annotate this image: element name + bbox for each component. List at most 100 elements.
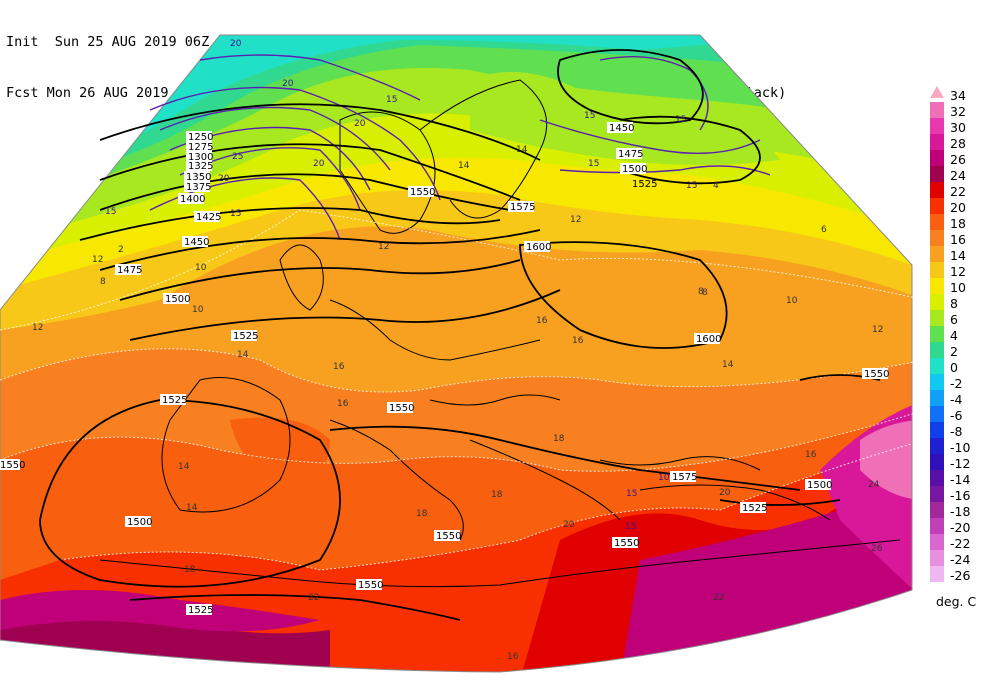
legend-swatch xyxy=(930,326,944,342)
legend-item: 18 xyxy=(928,214,1000,231)
legend-swatch xyxy=(930,534,944,550)
temp-label: 10 xyxy=(195,263,207,273)
height-label: 1500 xyxy=(620,163,647,175)
legend-item: -12 xyxy=(928,454,1000,471)
legend-swatch xyxy=(930,390,944,406)
legend-swatch xyxy=(930,358,944,374)
temp-label: 8 xyxy=(698,287,704,297)
legend-label: 22 xyxy=(950,184,966,199)
speed-label: 15 xyxy=(584,111,595,121)
legend-item: 32 xyxy=(928,102,1000,119)
legend-swatch xyxy=(930,278,944,294)
legend-unit: deg. C xyxy=(936,594,977,609)
legend-label: 6 xyxy=(950,312,958,327)
legend-item: -8 xyxy=(928,422,1000,439)
legend-label: -18 xyxy=(950,504,971,519)
legend-label: 34 xyxy=(950,88,966,103)
height-label: 1500 xyxy=(163,293,190,305)
svg-text:1550: 1550 xyxy=(0,460,25,471)
legend-item: -4 xyxy=(928,390,1000,407)
temp-label: 12 xyxy=(570,215,581,225)
temp-label: 12 xyxy=(378,242,389,252)
temp-label: 26 xyxy=(871,544,883,554)
temp-label: 4 xyxy=(713,181,719,191)
legend-label: 24 xyxy=(950,168,966,183)
height-label: 1550 xyxy=(387,402,414,414)
speed-label: 20 xyxy=(313,159,325,169)
legend-label: -6 xyxy=(950,408,963,423)
legend-swatch xyxy=(930,406,944,422)
legend-swatch xyxy=(930,486,944,502)
svg-text:1300: 1300 xyxy=(188,152,213,163)
height-labels: 1250 1275 1300 1325 1350 1375 1400 1425 … xyxy=(0,122,889,616)
speed-label: 25 xyxy=(232,152,243,162)
legend-label: 14 xyxy=(950,248,966,263)
svg-text:1600: 1600 xyxy=(526,242,551,253)
speed-label: 15 xyxy=(230,209,241,219)
legend-label: 8 xyxy=(950,296,958,311)
height-label: 1550 xyxy=(356,579,383,591)
legend-item: -10 xyxy=(928,438,1000,455)
legend-label: -16 xyxy=(950,488,971,503)
wind-speed-labels: 20 20 15 15 20 20 15 25 15 20 15 15 15 1… xyxy=(105,39,697,532)
temp-label: 20 xyxy=(563,520,575,530)
height-label: 1600 xyxy=(524,241,551,253)
legend-item: 26 xyxy=(928,150,1000,167)
legend-swatch xyxy=(930,214,944,230)
legend-label: 4 xyxy=(950,328,958,343)
temp-label: 16 xyxy=(536,316,548,326)
legend-label: 30 xyxy=(950,120,966,135)
temp-label: 18 xyxy=(491,490,503,500)
height-label: 1525 xyxy=(632,179,657,190)
legend-label: 26 xyxy=(950,152,966,167)
height-label: 1375 xyxy=(184,181,211,193)
legend-swatch xyxy=(930,246,944,262)
weather-map[interactable]: 1250 1275 1300 1325 1350 1375 1400 1425 … xyxy=(0,0,925,680)
height-label: 1500 xyxy=(805,479,832,491)
svg-text:1575: 1575 xyxy=(672,472,697,483)
height-label: 1525 xyxy=(231,330,258,342)
legend-item: 24 xyxy=(928,166,1000,183)
svg-text:1525: 1525 xyxy=(632,179,657,190)
legend-item: 0 xyxy=(928,358,1000,375)
height-label: 1450 xyxy=(182,236,209,248)
legend-label: -14 xyxy=(950,472,971,487)
wind-speed-contours xyxy=(149,54,771,241)
legend-swatch xyxy=(930,262,944,278)
height-label: 1300 xyxy=(186,151,213,163)
temp-label: 16 xyxy=(572,336,584,346)
legend-label: -26 xyxy=(950,568,971,583)
height-label: 1550 xyxy=(862,368,889,380)
legend-swatch xyxy=(930,342,944,358)
height-label: 1500 xyxy=(125,516,152,528)
speed-label: 20 xyxy=(218,174,230,184)
temperature-shading xyxy=(0,35,912,672)
temp-label: 20 xyxy=(719,488,731,498)
coastlines xyxy=(99,79,901,588)
svg-text:1500: 1500 xyxy=(127,517,152,528)
height-label: 1550 xyxy=(0,459,25,471)
legend-item: -24 xyxy=(928,550,1000,567)
svg-text:1475: 1475 xyxy=(618,149,643,160)
legend-item: 2 xyxy=(928,342,1000,359)
temp-label: 12 xyxy=(872,325,883,335)
legend-label: -2 xyxy=(950,376,963,391)
temp-label: 22 xyxy=(308,593,319,603)
legend-swatch xyxy=(930,118,944,134)
height-label: 1350 xyxy=(184,171,211,183)
legend-item: 20 xyxy=(928,198,1000,215)
svg-text:1350: 1350 xyxy=(186,172,211,183)
speed-label: 10 xyxy=(658,473,670,483)
speed-label: 15 xyxy=(625,522,636,532)
legend-swatch xyxy=(930,422,944,438)
height-label: 1550 xyxy=(612,537,639,549)
legend-item: -2 xyxy=(928,374,1000,391)
legend-label: 32 xyxy=(950,104,966,119)
height-label: 1525 xyxy=(160,394,187,406)
height-label: 1575 xyxy=(508,201,535,213)
legend-label: -12 xyxy=(950,456,971,471)
legend-label: -24 xyxy=(950,552,971,567)
temp-label: 8 xyxy=(100,277,106,287)
legend-item: -18 xyxy=(928,502,1000,519)
legend-swatch xyxy=(930,102,944,118)
